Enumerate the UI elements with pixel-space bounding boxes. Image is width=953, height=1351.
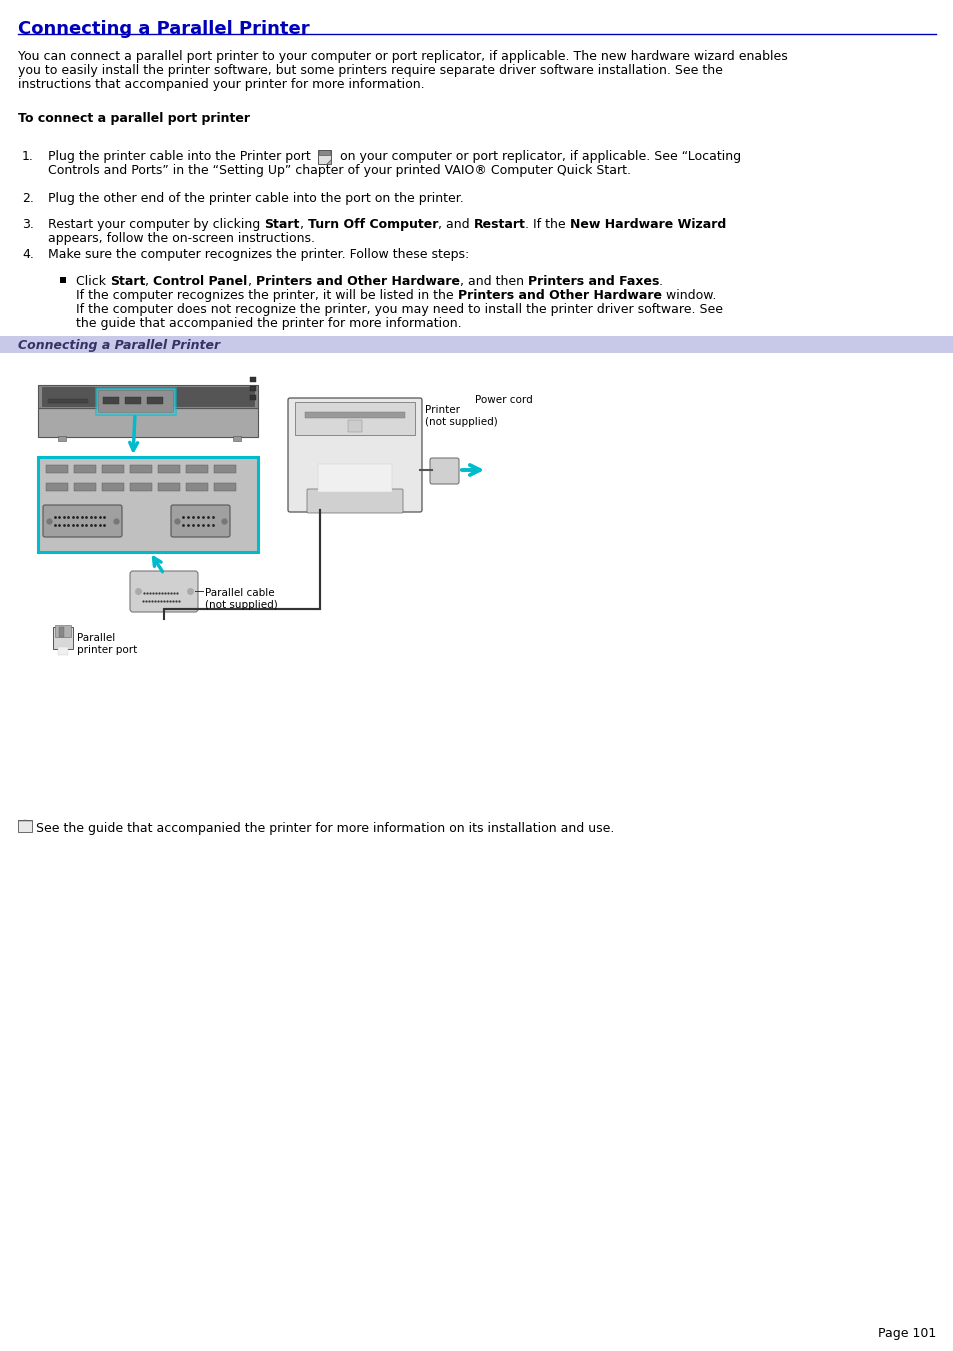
Bar [125, 397, 141, 404]
FancyBboxPatch shape [288, 399, 421, 512]
Text: Restart your computer by clicking: Restart your computer by clicking [48, 218, 264, 231]
Text: If the computer does not recognize the printer, you may need to install the prin: If the computer does not recognize the p… [76, 303, 722, 316]
Text: appears, follow the on-screen instructions.: appears, follow the on-screen instructio… [48, 232, 314, 245]
Bar [317, 463, 392, 492]
Text: , and then: , and then [459, 276, 527, 288]
Text: Printer
(not supplied): Printer (not supplied) [424, 405, 497, 427]
Bar [130, 465, 152, 473]
FancyBboxPatch shape [130, 571, 198, 612]
Bar [250, 377, 255, 382]
Bar [147, 397, 163, 404]
Text: , and: , and [437, 218, 473, 231]
Text: .: . [659, 276, 662, 288]
Text: on your computer or port replicator, if applicable. See “Locating: on your computer or port replicator, if … [335, 150, 740, 163]
Bar [103, 397, 119, 404]
Bar [74, 465, 96, 473]
Text: ,: , [299, 218, 307, 231]
Text: you to easily install the printer software, but some printers require separate d: you to easily install the printer softwa… [18, 63, 722, 77]
FancyBboxPatch shape [430, 458, 458, 484]
Bar [46, 484, 68, 490]
Text: ,: , [145, 276, 153, 288]
Text: See the guide that accompanied the printer for more information on its installat: See the guide that accompanied the print… [36, 821, 614, 835]
Bar [213, 465, 235, 473]
Bar [0, 336, 953, 353]
Bar [46, 465, 68, 473]
Text: Click: Click [76, 276, 110, 288]
Bar [318, 150, 330, 155]
Bar [305, 412, 405, 417]
Bar [38, 385, 257, 408]
Bar [48, 400, 88, 404]
Text: To connect a parallel port printer: To connect a parallel port printer [18, 112, 250, 126]
Bar [74, 484, 96, 490]
FancyBboxPatch shape [307, 489, 402, 513]
Bar [102, 484, 124, 490]
Bar [102, 465, 124, 473]
Text: Make sure the computer recognizes the printer. Follow these steps:: Make sure the computer recognizes the pr… [48, 249, 469, 261]
Bar [233, 436, 241, 440]
Text: 2.: 2. [22, 192, 34, 205]
Text: 3.: 3. [22, 218, 34, 231]
Bar [60, 277, 66, 282]
Text: Controls and Ports” in the “Setting Up” chapter of your printed VAIO® Computer Q: Controls and Ports” in the “Setting Up” … [48, 163, 630, 177]
Bar [250, 396, 255, 400]
Bar [294, 403, 415, 435]
Text: Printers and Faxes: Printers and Faxes [527, 276, 659, 288]
Text: window.: window. [661, 289, 716, 303]
Bar [42, 386, 253, 407]
Text: Plug the other end of the printer cable into the port on the printer.: Plug the other end of the printer cable … [48, 192, 463, 205]
Text: 1.: 1. [22, 150, 34, 163]
Bar [98, 390, 172, 412]
Text: Restart: Restart [473, 218, 525, 231]
Text: New Hardware Wizard: New Hardware Wizard [570, 218, 725, 231]
FancyBboxPatch shape [43, 505, 122, 536]
Text: instructions that accompanied your printer for more information.: instructions that accompanied your print… [18, 78, 424, 91]
Bar [213, 484, 235, 490]
Bar [38, 408, 257, 436]
Bar [59, 627, 64, 638]
Text: Connecting a Parallel Printer: Connecting a Parallel Printer [18, 339, 220, 353]
Bar [186, 484, 208, 490]
Text: Control Panel: Control Panel [153, 276, 248, 288]
Bar [18, 820, 32, 832]
Bar [96, 388, 174, 413]
Text: Turn Off Computer: Turn Off Computer [307, 218, 437, 231]
Text: You can connect a parallel port printer to your computer or port replicator, if : You can connect a parallel port printer … [18, 50, 787, 63]
Bar [58, 647, 68, 655]
Bar [186, 465, 208, 473]
Bar [55, 626, 71, 638]
Bar [158, 465, 180, 473]
Bar [250, 386, 255, 392]
Bar [53, 627, 73, 648]
FancyBboxPatch shape [171, 505, 230, 536]
Bar [158, 484, 180, 490]
Text: Start: Start [264, 218, 299, 231]
Text: the guide that accompanied the printer for more information.: the guide that accompanied the printer f… [76, 317, 461, 330]
Bar [38, 457, 257, 553]
Text: Plug the printer cable into the Printer port: Plug the printer cable into the Printer … [48, 150, 311, 163]
Text: Parallel
printer port: Parallel printer port [77, 634, 137, 655]
Text: ,: , [248, 276, 255, 288]
Polygon shape [326, 159, 331, 163]
Text: Start: Start [110, 276, 145, 288]
Text: Printers and Other Hardware: Printers and Other Hardware [457, 289, 661, 303]
Bar [348, 420, 361, 432]
Text: Power cord: Power cord [475, 394, 532, 405]
Text: Printers and Other Hardware: Printers and Other Hardware [255, 276, 459, 288]
Text: . If the: . If the [525, 218, 570, 231]
Bar [317, 150, 331, 163]
Text: Connecting a Parallel Printer: Connecting a Parallel Printer [18, 20, 310, 38]
Text: 4.: 4. [22, 249, 34, 261]
Bar [58, 436, 66, 440]
Text: Page 101: Page 101 [877, 1327, 935, 1340]
Text: If the computer recognizes the printer, it will be listed in the: If the computer recognizes the printer, … [76, 289, 457, 303]
Bar [130, 484, 152, 490]
Text: Parallel cable
(not supplied): Parallel cable (not supplied) [205, 588, 277, 609]
